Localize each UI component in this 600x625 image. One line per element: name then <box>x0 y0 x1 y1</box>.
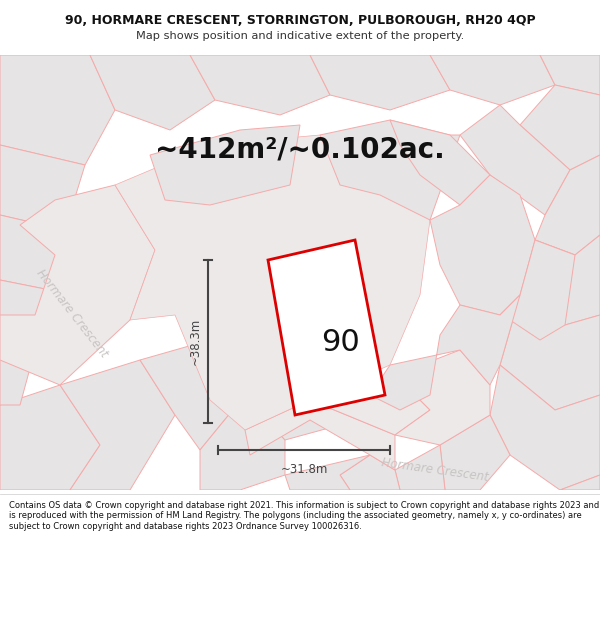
Text: Contains OS data © Crown copyright and database right 2021. This information is : Contains OS data © Crown copyright and d… <box>9 501 599 531</box>
Polygon shape <box>370 295 520 410</box>
Text: 90, HORMARE CRESCENT, STORRINGTON, PULBOROUGH, RH20 4QP: 90, HORMARE CRESCENT, STORRINGTON, PULBO… <box>65 14 535 27</box>
Polygon shape <box>310 375 430 435</box>
Polygon shape <box>500 240 575 340</box>
Polygon shape <box>520 235 600 325</box>
Text: Hormare Crescent: Hormare Crescent <box>34 266 110 359</box>
Polygon shape <box>90 55 215 130</box>
Polygon shape <box>340 455 400 490</box>
Polygon shape <box>190 55 330 115</box>
Polygon shape <box>430 175 535 315</box>
Polygon shape <box>320 120 460 220</box>
Polygon shape <box>395 350 490 445</box>
Polygon shape <box>535 155 600 255</box>
Polygon shape <box>0 145 85 230</box>
Text: ~412m²/~0.102ac.: ~412m²/~0.102ac. <box>155 136 445 164</box>
Text: Map shows position and indicative extent of the property.: Map shows position and indicative extent… <box>136 31 464 41</box>
Polygon shape <box>268 240 385 415</box>
Polygon shape <box>440 415 510 490</box>
Polygon shape <box>150 125 300 205</box>
Text: ~38.3m: ~38.3m <box>189 318 202 365</box>
Polygon shape <box>0 385 100 490</box>
Text: Hormare Crescent: Hormare Crescent <box>380 456 490 484</box>
Polygon shape <box>540 55 600 95</box>
Text: 90: 90 <box>322 328 360 357</box>
Polygon shape <box>0 340 35 405</box>
Polygon shape <box>245 400 395 470</box>
Polygon shape <box>245 375 340 440</box>
Polygon shape <box>60 360 175 490</box>
Text: ~31.8m: ~31.8m <box>280 463 328 476</box>
Polygon shape <box>500 295 600 410</box>
Polygon shape <box>395 445 445 490</box>
Polygon shape <box>390 120 490 205</box>
Polygon shape <box>310 355 395 455</box>
Polygon shape <box>285 455 370 490</box>
Polygon shape <box>200 395 285 490</box>
Polygon shape <box>0 215 65 290</box>
Polygon shape <box>140 340 245 450</box>
Polygon shape <box>310 55 450 110</box>
Polygon shape <box>460 105 570 215</box>
Polygon shape <box>0 185 155 385</box>
Polygon shape <box>0 280 50 350</box>
Polygon shape <box>0 55 115 165</box>
Polygon shape <box>490 365 600 490</box>
Polygon shape <box>430 55 555 105</box>
Polygon shape <box>560 475 600 490</box>
Polygon shape <box>115 135 430 430</box>
Polygon shape <box>520 85 600 170</box>
